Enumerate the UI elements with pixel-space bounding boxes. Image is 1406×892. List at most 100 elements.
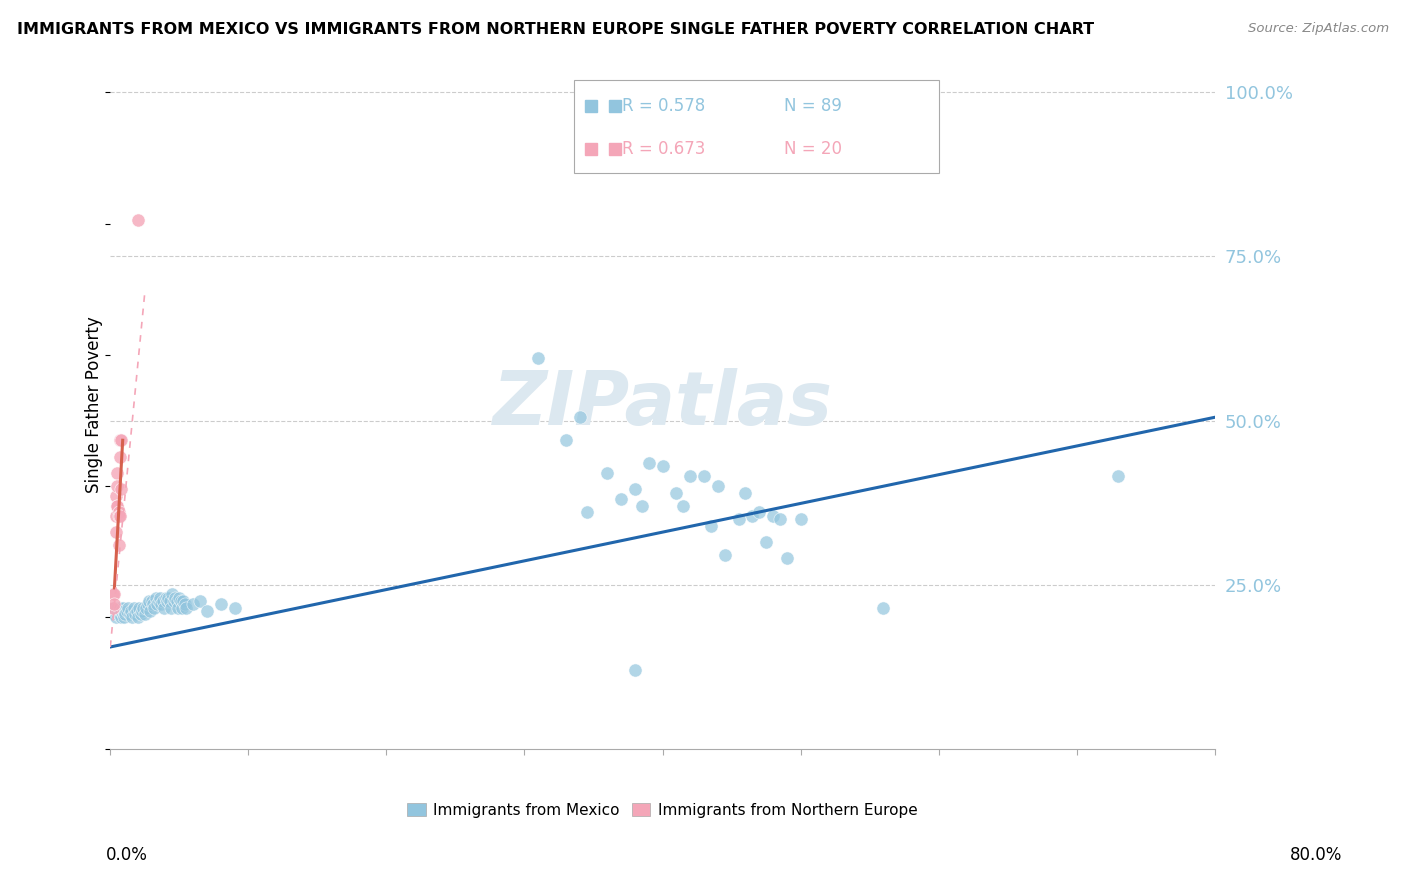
Point (142, 597, 165, 611)
Point (108, 434, 131, 448)
Point (105, 499, 128, 513)
Point (157, 591, 180, 605)
Point (624, 483, 647, 497)
Point (107, 604, 129, 618)
Point (631, 499, 654, 513)
Point (651, 459, 673, 474)
Point (110, 434, 132, 448)
Point (114, 607, 136, 622)
Point (727, 512, 749, 526)
Point (1107, 469, 1129, 483)
Point (554, 434, 576, 448)
Point (155, 591, 177, 605)
Point (209, 597, 232, 611)
Point (734, 485, 756, 500)
Point (172, 594, 194, 608)
Point (527, 351, 550, 366)
Point (665, 485, 688, 500)
Point (105, 466, 128, 480)
Point (166, 594, 188, 608)
Point (139, 604, 162, 618)
Point (769, 512, 792, 526)
Point (104, 610, 127, 624)
Y-axis label: Single Father Poverty: Single Father Poverty (86, 316, 103, 492)
Point (105, 607, 128, 622)
Point (112, 604, 135, 618)
Point (195, 604, 218, 618)
Point (149, 591, 172, 605)
Text: 0.0%: 0.0% (105, 846, 148, 863)
Point (138, 594, 160, 608)
Point (167, 600, 190, 615)
Point (135, 600, 157, 615)
Point (105, 499, 128, 513)
Point (108, 508, 131, 523)
Point (104, 604, 127, 618)
Point (776, 551, 799, 566)
Point (610, 492, 633, 507)
Text: R = 0.673: R = 0.673 (621, 140, 704, 158)
Point (160, 600, 183, 615)
Point (105, 600, 128, 615)
Text: N = 20: N = 20 (785, 140, 842, 158)
Point (741, 508, 763, 523)
Point (159, 594, 181, 608)
Point (108, 600, 131, 615)
Point (103, 607, 125, 622)
Point (110, 604, 132, 618)
Point (101, 587, 124, 601)
Point (115, 604, 138, 618)
Text: IMMIGRANTS FROM MEXICO VS IMMIGRANTS FROM NORTHERN EUROPE SINGLE FATHER POVERTY : IMMIGRANTS FROM MEXICO VS IMMIGRANTS FRO… (17, 22, 1094, 37)
Point (156, 594, 179, 608)
Point (104, 525, 127, 540)
Point (107, 505, 129, 519)
Point (152, 594, 174, 608)
Point (128, 600, 150, 615)
Point (188, 594, 211, 608)
Point (165, 591, 187, 605)
Point (121, 610, 143, 624)
Point (136, 597, 159, 611)
Point (131, 604, 153, 618)
Point (762, 508, 785, 523)
Text: ZIPatlas: ZIPatlas (492, 368, 832, 441)
Point (173, 597, 195, 611)
Point (755, 535, 778, 549)
Point (112, 610, 135, 624)
Point (104, 508, 127, 523)
Point (224, 600, 246, 615)
Point (181, 597, 204, 611)
Point (153, 600, 176, 615)
Point (117, 600, 139, 615)
Text: R = 0.578: R = 0.578 (621, 97, 704, 115)
Point (107, 607, 129, 622)
Text: 80.0%: 80.0% (1291, 846, 1343, 863)
Point (100, 600, 122, 615)
Point (568, 410, 591, 425)
Point (101, 600, 124, 615)
Point (162, 587, 184, 601)
Point (146, 597, 169, 611)
Point (124, 607, 146, 622)
FancyBboxPatch shape (574, 80, 939, 173)
Point (145, 591, 167, 605)
Text: N = 89: N = 89 (785, 97, 842, 115)
Point (122, 600, 145, 615)
Point (748, 505, 770, 519)
Point (148, 594, 170, 608)
Point (103, 600, 125, 615)
Point (679, 469, 702, 483)
Point (575, 505, 598, 519)
Point (129, 607, 152, 622)
Point (108, 607, 131, 622)
Point (624, 663, 647, 677)
Point (637, 456, 659, 470)
Point (127, 213, 149, 227)
Point (125, 604, 148, 618)
Point (107, 508, 129, 523)
Point (872, 600, 894, 615)
Point (596, 466, 619, 480)
Point (108, 600, 131, 615)
Point (141, 594, 163, 608)
Point (789, 512, 811, 526)
